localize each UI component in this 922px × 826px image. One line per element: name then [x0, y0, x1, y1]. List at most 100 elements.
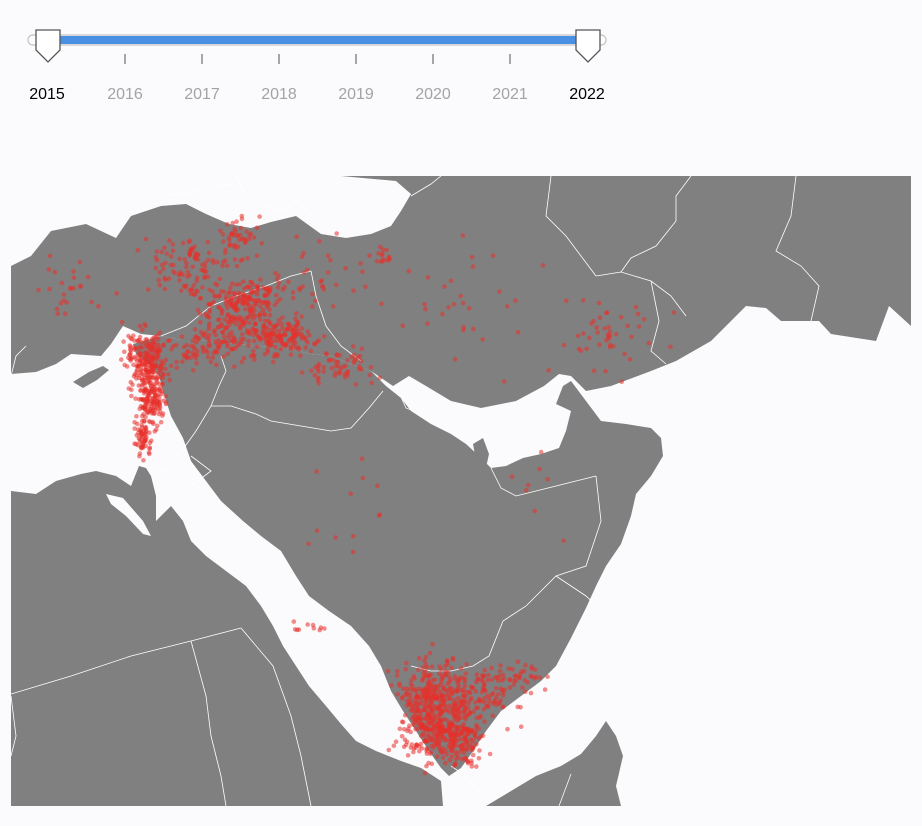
- event-point: [411, 749, 416, 755]
- event-point: [279, 321, 285, 326]
- event-point: [141, 458, 146, 463]
- event-point: [532, 508, 538, 514]
- event-point: [353, 382, 359, 387]
- event-point: [435, 733, 440, 739]
- event-point: [469, 758, 474, 764]
- slider-handle-end[interactable]: [575, 29, 601, 63]
- event-point: [207, 301, 213, 307]
- event-point: [219, 311, 224, 317]
- event-point: [132, 426, 137, 431]
- event-point: [360, 475, 366, 481]
- event-point: [436, 707, 441, 712]
- event-point: [594, 325, 599, 330]
- event-point: [408, 692, 413, 697]
- event-point: [205, 239, 210, 245]
- event-point: [293, 340, 298, 346]
- event-point: [322, 626, 327, 631]
- event-point: [423, 654, 429, 660]
- event-point: [47, 253, 53, 259]
- event-point: [498, 698, 503, 703]
- event-point: [160, 372, 166, 377]
- event-point: [468, 737, 474, 742]
- event-point: [415, 721, 421, 726]
- event-point: [622, 351, 627, 357]
- event-point: [625, 323, 631, 329]
- event-point: [64, 300, 69, 305]
- event-point: [210, 257, 216, 263]
- event-point: [273, 344, 279, 350]
- event-point: [274, 276, 280, 282]
- event-point: [411, 674, 417, 679]
- event-point: [440, 755, 446, 761]
- event-point: [505, 726, 510, 732]
- event-point: [422, 658, 427, 663]
- event-point: [405, 753, 411, 758]
- event-point: [343, 266, 348, 271]
- event-point: [337, 369, 343, 375]
- event-point: [411, 722, 416, 728]
- event-point: [276, 335, 282, 341]
- event-point: [442, 687, 447, 692]
- event-point: [515, 330, 521, 335]
- event-point: [248, 279, 253, 285]
- event-point: [507, 685, 513, 690]
- event-point: [482, 719, 487, 724]
- event-map[interactable]: [11, 176, 911, 806]
- event-point: [453, 726, 459, 732]
- event-point: [161, 361, 166, 366]
- event-point: [482, 668, 488, 673]
- event-point: [318, 625, 324, 630]
- event-point: [334, 359, 339, 365]
- event-point: [238, 225, 244, 231]
- event-point: [257, 214, 262, 219]
- event-point: [154, 347, 159, 353]
- event-point: [401, 744, 407, 750]
- event-point: [603, 368, 608, 374]
- event-point: [529, 664, 534, 669]
- event-point: [431, 708, 436, 714]
- event-point: [486, 672, 491, 678]
- event-point: [515, 659, 521, 665]
- event-point: [280, 315, 285, 320]
- event-point: [212, 328, 218, 333]
- event-point: [242, 299, 248, 305]
- event-point: [286, 279, 291, 285]
- event-point: [425, 275, 431, 280]
- event-point: [182, 354, 187, 359]
- event-point: [131, 345, 137, 350]
- event-point: [68, 286, 73, 291]
- event-point: [157, 270, 163, 275]
- event-point: [163, 400, 169, 405]
- event-point: [462, 704, 468, 710]
- event-point: [185, 269, 191, 275]
- event-point: [151, 421, 156, 426]
- event-point: [145, 393, 150, 399]
- event-point: [490, 713, 496, 718]
- event-point: [293, 332, 299, 337]
- event-point: [358, 261, 363, 266]
- event-point: [496, 701, 502, 707]
- event-point: [128, 379, 134, 385]
- event-point: [143, 386, 149, 391]
- slider-handle-start[interactable]: [35, 29, 61, 63]
- event-point: [443, 672, 449, 678]
- event-point: [135, 421, 140, 427]
- event-point: [444, 693, 450, 698]
- event-point: [275, 285, 281, 290]
- event-point: [278, 346, 284, 352]
- event-point: [197, 311, 203, 317]
- event-point: [498, 663, 503, 668]
- event-point: [161, 342, 167, 347]
- event-point: [350, 344, 356, 349]
- event-point: [345, 358, 350, 363]
- event-point: [402, 737, 408, 742]
- event-point: [149, 403, 155, 408]
- event-point: [155, 371, 161, 377]
- event-point: [397, 726, 403, 732]
- year-range-slider[interactable]: 2015 2016 2017 2018 2019 2020 2021 2022: [0, 0, 640, 120]
- event-point: [596, 300, 602, 306]
- event-point: [200, 285, 205, 290]
- event-point: [327, 357, 333, 363]
- event-point: [575, 333, 581, 339]
- event-point: [324, 352, 329, 357]
